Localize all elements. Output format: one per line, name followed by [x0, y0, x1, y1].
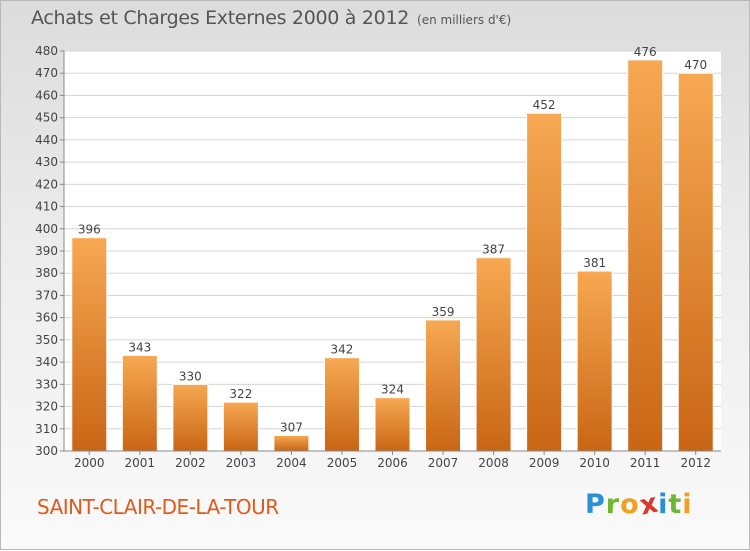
- bar: [475, 257, 512, 452]
- y-tick-label: 370: [35, 288, 58, 302]
- y-tick-label: 320: [35, 400, 58, 414]
- bar: [576, 270, 613, 452]
- bar: [526, 112, 563, 452]
- bar-value-label: 343: [128, 340, 151, 354]
- bar-value-label: 359: [432, 305, 455, 319]
- bar-value-label: 330: [179, 369, 202, 383]
- chart-title-text: Achats et Charges Externes 2000 à 2012: [31, 7, 410, 29]
- y-tick-label: 390: [35, 244, 58, 258]
- y-tick-label: 340: [35, 355, 58, 369]
- bar: [121, 354, 158, 452]
- bar-value-label: 381: [583, 256, 606, 270]
- bar-value-label: 452: [533, 98, 556, 112]
- bar-value-label: 342: [331, 343, 354, 357]
- bar-value-label: 307: [280, 420, 303, 434]
- y-tick-label: 410: [35, 200, 58, 214]
- bar-value-label: 387: [482, 243, 505, 257]
- chart-unit-label: (en milliers d'€): [417, 13, 512, 27]
- y-tick-label: 360: [35, 311, 58, 325]
- x-tick-label: 2001: [125, 456, 156, 470]
- bar-value-label: 322: [229, 387, 252, 401]
- proxiti-logo: Proxiti: [585, 487, 693, 521]
- bar: [627, 59, 664, 452]
- bar: [172, 383, 209, 452]
- x-tick-label: 2006: [377, 456, 408, 470]
- y-tick-label: 460: [35, 88, 58, 102]
- bar-value-label: 396: [78, 223, 101, 237]
- y-tick-label: 420: [35, 177, 58, 191]
- x-tick-label: 2009: [529, 456, 560, 470]
- logo-letter: i: [658, 489, 669, 520]
- bar: [323, 357, 360, 452]
- y-tick-label: 430: [35, 155, 58, 169]
- y-tick-label: 350: [35, 333, 58, 347]
- bar: [273, 434, 310, 452]
- y-tick-label: 440: [35, 133, 58, 147]
- y-tick-label: 310: [35, 422, 58, 436]
- bar: [71, 237, 108, 452]
- x-tick-label: 2000: [74, 456, 105, 470]
- x-tick-label: 2002: [175, 456, 206, 470]
- bar-value-label: 476: [634, 45, 657, 59]
- bar-value-label: 324: [381, 383, 404, 397]
- bar: [222, 401, 259, 452]
- logo-letter: i: [682, 489, 693, 520]
- y-tick-label: 400: [35, 222, 58, 236]
- x-tick-label: 2007: [428, 456, 459, 470]
- y-tick-label: 450: [35, 111, 58, 125]
- x-tick-label: 2012: [680, 456, 711, 470]
- logo-letter: t: [668, 489, 683, 520]
- bar: [425, 319, 462, 452]
- x-tick-label: 2008: [478, 456, 509, 470]
- bar-value-label: 470: [684, 58, 707, 72]
- x-tick-label: 2010: [579, 456, 610, 470]
- logo-letter: r: [605, 489, 621, 520]
- logo-letter: o: [620, 489, 640, 520]
- y-tick-label: 300: [35, 444, 58, 458]
- x-tick-label: 2003: [226, 456, 257, 470]
- logo-letter: P: [585, 489, 606, 520]
- x-tick-label: 2011: [630, 456, 661, 470]
- x-tick-label: 2004: [276, 456, 307, 470]
- x-tick-label: 2005: [327, 456, 358, 470]
- bar: [374, 397, 411, 452]
- y-tick-label: 330: [35, 377, 58, 391]
- y-tick-label: 480: [35, 44, 58, 58]
- commune-name: SAINT-CLAIR-DE-LA-TOUR: [37, 495, 279, 519]
- chart-title: Achats et Charges Externes 2000 à 2012 (e…: [31, 7, 511, 29]
- bar: [677, 72, 714, 452]
- y-tick-label: 380: [35, 266, 58, 280]
- y-tick-label: 470: [35, 66, 58, 80]
